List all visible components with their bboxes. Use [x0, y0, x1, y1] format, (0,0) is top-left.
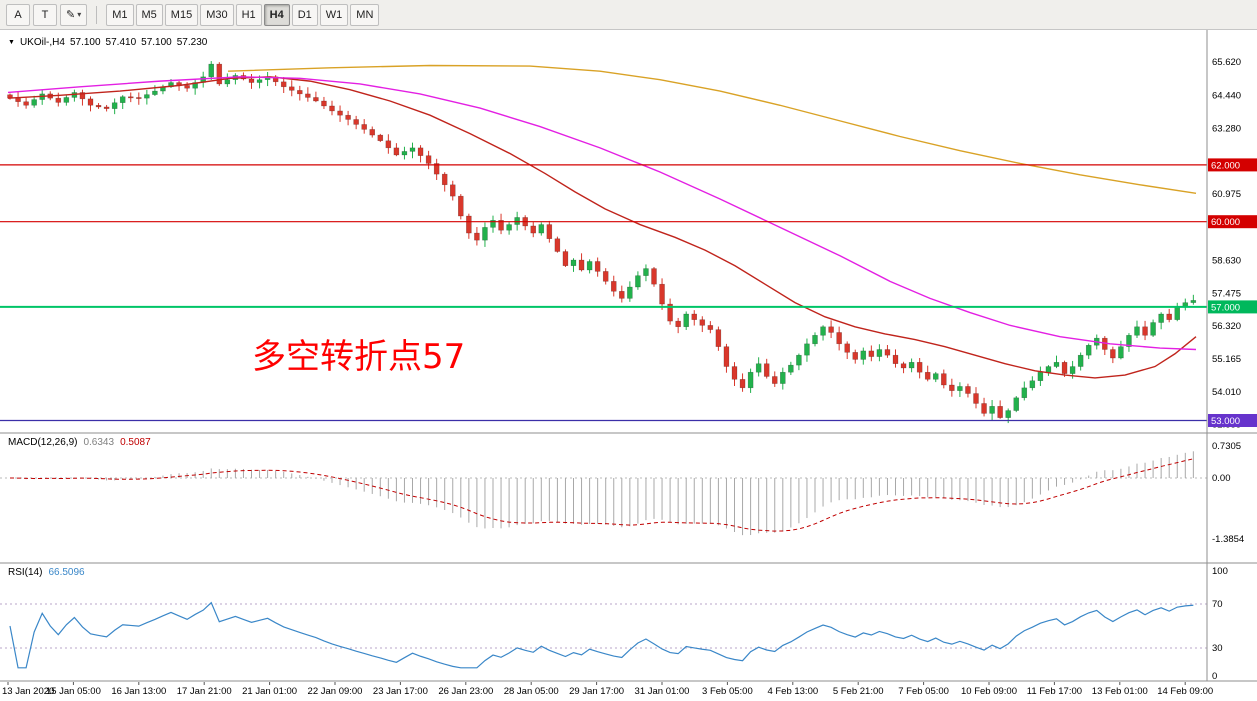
macd-signal-line	[9, 458, 1194, 532]
time-axis-label: 13 Jan 2020	[2, 686, 54, 697]
timeframe-m15-button[interactable]: M15	[164, 3, 199, 26]
price-tick-label: 60.975	[1212, 189, 1241, 200]
rsi-axis-label: 30	[1212, 643, 1223, 654]
timeframe-group: M1 M5 M15 M30 H1 H4 D1 W1 MN	[106, 3, 380, 26]
hline-price-flag	[1208, 414, 1257, 427]
text-tool-button[interactable]: T	[33, 3, 57, 26]
macd-axis-label: -1.3854	[1212, 534, 1244, 545]
price-tick-label: 56.320	[1212, 321, 1241, 332]
time-axis-label: 7 Feb 05:00	[898, 686, 949, 697]
time-axis-label: 21 Jan 01:00	[242, 686, 297, 697]
timeframe-w1-button[interactable]: W1	[319, 3, 349, 26]
price-low: 57.100	[141, 37, 172, 48]
price-tick-label: 65.620	[1212, 57, 1241, 68]
time-axis-label: 26 Jan 23:00	[438, 686, 493, 697]
symbol-timeframe-label: UKOil-,H4	[19, 37, 65, 48]
time-axis-label: 10 Feb 09:00	[961, 686, 1017, 697]
price-tick-label: 55.165	[1212, 354, 1241, 365]
time-axis-label: 13 Feb 01:00	[1092, 686, 1148, 697]
price-close: 57.230	[176, 37, 208, 48]
draw-color-tool-button[interactable]: ✎ ▾	[60, 3, 88, 26]
toolbar-separator	[96, 5, 98, 24]
rsi-indicator-label: RSI(14) 66.5096	[8, 567, 85, 578]
price-tick-label: 63.280	[1212, 124, 1241, 135]
timeframe-mn-button[interactable]: MN	[350, 3, 380, 26]
time-axis-label: 3 Feb 05:00	[702, 686, 753, 697]
time-axis-label: 4 Feb 13:00	[767, 686, 818, 697]
macd-axis-label: 0.00	[1212, 473, 1231, 484]
hline-price-flag	[1208, 158, 1257, 172]
time-axis-label: 5 Feb 21:00	[833, 686, 884, 697]
rsi-axis-label: 70	[1212, 599, 1223, 610]
hline-price-flag	[1208, 215, 1257, 229]
chart-text-annotation[interactable]: 多空转折点57	[252, 337, 466, 377]
time-axis-label: 14 Feb 09:00	[1157, 686, 1213, 697]
ma-slow-orange	[227, 64, 1197, 194]
macd-histogram	[17, 451, 1194, 536]
time-axis-label: 17 Jan 21:00	[177, 686, 232, 697]
hline-price-flag	[1208, 300, 1257, 314]
toolbar: A T ✎ ▾ M1 M5 M15 M30 H1 H4 D1 W1 MN	[0, 0, 1257, 30]
macd-axis-label: 0.7305	[1212, 441, 1241, 452]
timeframe-h4-button[interactable]: H4	[263, 3, 290, 26]
price-tick-label: 57.475	[1212, 288, 1241, 299]
hline-price-flag-label: 53.000	[1211, 416, 1240, 427]
ma-fast-red	[7, 76, 1197, 379]
time-axis-label: 15 Jan 05:00	[46, 686, 101, 697]
hline-price-flag-label: 62.000	[1211, 160, 1240, 171]
price-tick-label: 54.010	[1212, 387, 1241, 398]
time-axis-label: 22 Jan 09:00	[308, 686, 363, 697]
pencil-icon: ✎	[66, 9, 76, 21]
time-axis-label: 28 Jan 05:00	[504, 686, 559, 697]
price-open: 57.100	[69, 37, 101, 48]
rsi-line	[9, 601, 1194, 669]
timeframe-m1-button[interactable]: M1	[106, 3, 134, 26]
hline-price-flag-label: 57.000	[1211, 302, 1240, 313]
timeframe-m5-button[interactable]: M5	[135, 3, 163, 26]
macd-indicator-label: MACD(12,26,9) 0.6343 0.5087	[8, 437, 151, 448]
time-axis-label: 16 Jan 13:00	[111, 686, 166, 697]
price-tick-label: 58.630	[1212, 256, 1241, 267]
macd-name: MACD(12,26,9)	[8, 437, 78, 448]
ma-mid-magenta	[7, 76, 1197, 351]
hline-price-flag-label: 60.000	[1211, 217, 1240, 228]
time-axis-label: 29 Jan 17:00	[569, 686, 624, 697]
price-tick-label: 64.440	[1212, 91, 1241, 102]
time-axis-label: 31 Jan 01:00	[635, 686, 690, 697]
collapse-indicator-icon[interactable]: ▼	[8, 39, 15, 46]
rsi-name: RSI(14)	[8, 567, 43, 578]
chart-title: ▼ UKOil-,H4 57.100 57.410 57.100 57.230	[8, 37, 207, 48]
rsi-value: 66.5096	[48, 567, 85, 578]
time-axis-label: 11 Feb 17:00	[1027, 686, 1082, 697]
candles	[7, 61, 1197, 424]
timeframe-h1-button[interactable]: H1	[235, 3, 262, 26]
time-axis-label: 23 Jan 17:00	[373, 686, 428, 697]
timeframe-d1-button[interactable]: D1	[291, 3, 318, 26]
caret-down-icon: ▾	[77, 10, 82, 19]
rsi-axis-label: 0	[1212, 671, 1217, 682]
rsi-axis-label: 100	[1212, 566, 1228, 577]
macd-signal-value: 0.5087	[120, 437, 151, 448]
price-axis[interactable]: 65.620 64.440 63.280 60.975 58.630 57.475 56.3…	[1208, 57, 1257, 682]
font-tool-button[interactable]: A	[6, 3, 30, 26]
timeframe-m30-button[interactable]: M30	[200, 3, 234, 26]
price-high: 57.410	[105, 37, 137, 48]
macd-main-value: 0.6343	[83, 437, 115, 448]
